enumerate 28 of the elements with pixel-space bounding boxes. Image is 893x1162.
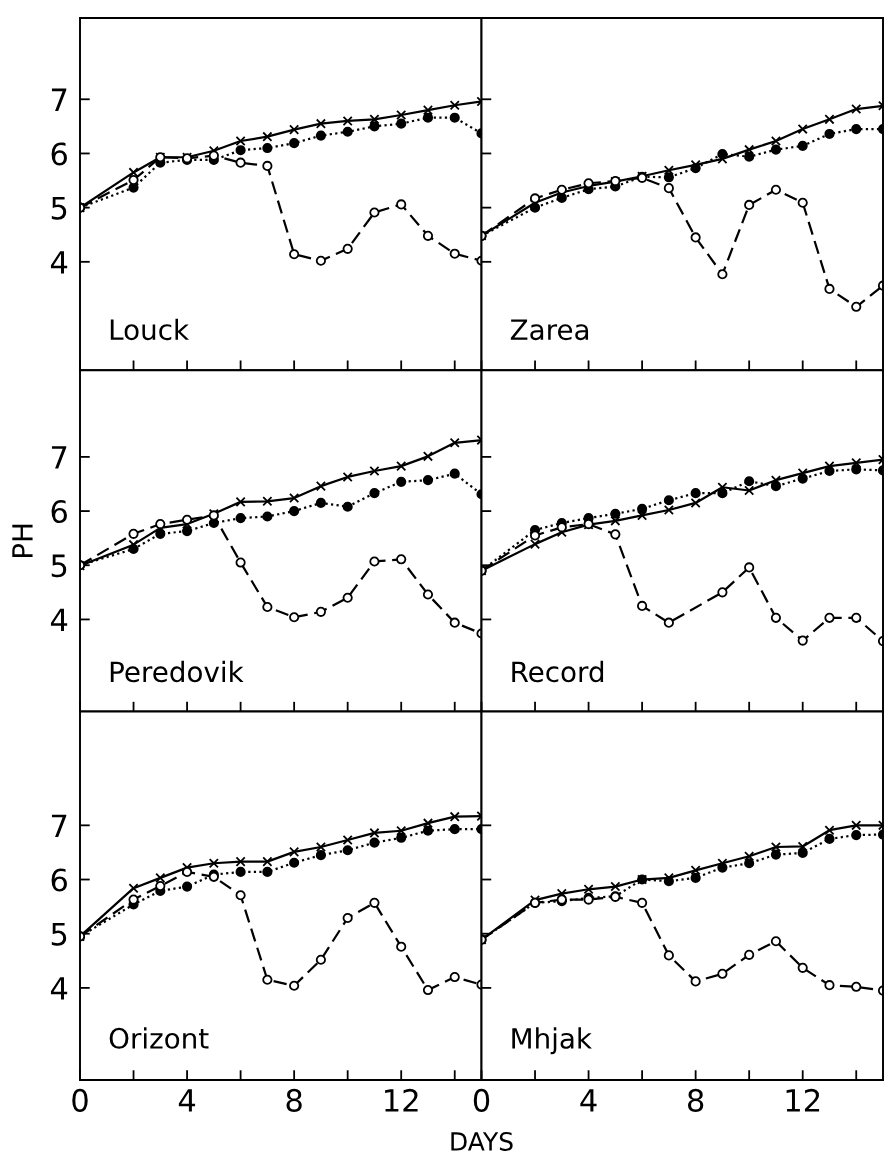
y-tick-label: 5	[51, 923, 67, 946]
x-tick-label: 8	[687, 1088, 704, 1112]
x-tick-label: 12	[786, 1088, 820, 1112]
y-tick-label: 6	[51, 868, 67, 892]
x-tick-label: 0	[473, 1088, 490, 1112]
x-tick-label: 4	[580, 1089, 597, 1112]
x-axis-title: DAYS	[451, 1132, 513, 1151]
x-tick-label: 8	[286, 1088, 302, 1112]
annotation: Zarea	[510, 319, 589, 341]
y-axis-title: PH	[12, 524, 33, 557]
annotation: Record	[512, 660, 604, 683]
y-tick-label: 7	[51, 88, 67, 111]
y-tick-label: 6	[51, 500, 67, 524]
y-tick-label: 4	[50, 977, 68, 1000]
y-tick-label: 4	[50, 251, 68, 274]
annotation: Louck	[110, 318, 189, 341]
y-tick-label: 4	[50, 608, 68, 632]
y-tick-label: 5	[51, 196, 67, 220]
y-tick-label: 6	[51, 142, 67, 166]
annotation: Mhjak	[512, 1027, 592, 1055]
x-tick-label: 4	[178, 1089, 196, 1112]
y-tick-label: 5	[51, 554, 67, 578]
annotation: Peredovik	[110, 660, 244, 683]
y-tick-label: 7	[51, 446, 67, 469]
annotation: Orizont	[109, 1027, 209, 1049]
y-tick-label: 7	[51, 814, 67, 837]
x-tick-label: 0	[72, 1088, 88, 1112]
x-tick-label: 12	[385, 1088, 418, 1112]
